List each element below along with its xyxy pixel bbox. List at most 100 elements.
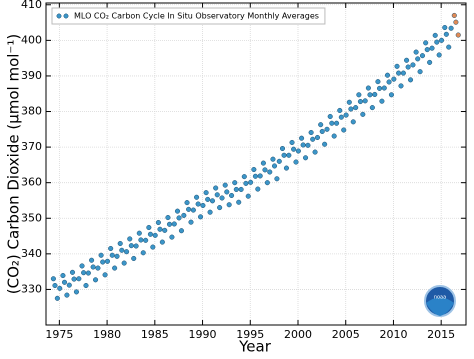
data-point [140, 250, 146, 256]
data-point [152, 232, 158, 238]
data-point [391, 76, 397, 82]
x-tick-label: 2015 [427, 328, 455, 341]
data-point [248, 179, 254, 185]
y-tick-label: 350 [21, 211, 42, 224]
y-tick-label: 370 [21, 140, 42, 153]
data-point [360, 111, 366, 117]
data-point [372, 91, 378, 97]
data-point [302, 155, 309, 161]
data-point [186, 206, 192, 212]
data-point [108, 245, 114, 252]
data-point [162, 227, 168, 233]
data-point [124, 249, 130, 255]
x-tick-label: 1975 [45, 328, 73, 341]
data-point [367, 92, 373, 98]
data-point [291, 146, 297, 152]
data-point [346, 99, 352, 105]
data-point [299, 135, 305, 141]
data-point [337, 107, 343, 114]
data-point [54, 295, 60, 301]
plot-frame [45, 2, 467, 326]
x-tick-label: 2005 [332, 328, 360, 341]
data-point [396, 70, 402, 76]
data-point [128, 243, 134, 249]
data-point [241, 174, 247, 180]
data-point [100, 259, 106, 265]
data-point [267, 169, 273, 175]
data-point [338, 114, 344, 120]
data-point [232, 180, 238, 186]
data-point [264, 180, 270, 186]
data-point [279, 145, 286, 152]
data-point [255, 186, 261, 192]
data-point [219, 195, 225, 201]
data-point [252, 173, 258, 179]
data-point [310, 136, 316, 142]
data-point [375, 79, 381, 85]
legend-label: MLO CO₂ Carbon Cycle In Situ Observatory… [74, 12, 319, 21]
data-point [262, 167, 268, 173]
data-point [81, 270, 87, 276]
data-point [50, 276, 56, 282]
data-point [205, 196, 211, 202]
data-point [159, 239, 165, 245]
data-point [281, 152, 287, 158]
legend-marker [56, 13, 62, 19]
data-point [114, 253, 120, 259]
x-tick-label: 1995 [236, 328, 264, 341]
data-point [295, 148, 301, 154]
y-axis-label: (CO₂) Carbon Dioxide (μmol mol⁻¹) [5, 34, 23, 294]
data-point [283, 165, 290, 171]
y-tick-label: 340 [21, 247, 42, 260]
data-point [312, 149, 318, 155]
legend: MLO CO₂ Carbon Cycle In Situ Observatory… [51, 7, 326, 25]
data-point [394, 63, 400, 69]
data-point [117, 240, 123, 247]
data-point [66, 282, 72, 288]
data-point [226, 202, 232, 208]
data-point [350, 119, 356, 125]
data-point [415, 56, 421, 62]
data-point [98, 252, 104, 258]
data-point [405, 64, 411, 70]
data-point [238, 186, 244, 192]
data-point [136, 230, 142, 236]
data-point [436, 52, 442, 58]
data-point [319, 128, 325, 134]
data-point [165, 214, 171, 221]
data-point [155, 219, 161, 226]
data-point [178, 228, 184, 234]
data-point [427, 59, 433, 65]
data-point [131, 255, 137, 262]
data-point [184, 200, 190, 206]
data-point [200, 202, 206, 209]
legend-box [51, 7, 326, 25]
data-point [407, 77, 414, 83]
x-axis-label: Year [238, 338, 272, 356]
data-point [419, 53, 426, 59]
data-point [174, 208, 181, 214]
data-point [446, 44, 452, 50]
data-point [274, 176, 280, 182]
data-point [112, 265, 118, 271]
data-point [314, 134, 321, 141]
data-point [334, 120, 340, 126]
data-point [79, 263, 85, 269]
data-point [429, 45, 435, 51]
data-point [181, 212, 187, 218]
data-point [432, 32, 438, 38]
data-point [150, 244, 156, 250]
data-point [64, 292, 70, 298]
data-point [236, 199, 242, 205]
data-point [455, 32, 461, 38]
y-tick-label: 360 [21, 176, 42, 189]
noaa-logo: noaa [424, 285, 456, 317]
data-point [143, 237, 149, 243]
data-point [61, 279, 68, 285]
data-point [400, 70, 406, 76]
x-tick-label: 1985 [141, 328, 169, 341]
data-point [89, 257, 95, 263]
data-point [451, 12, 457, 19]
data-point [424, 47, 430, 53]
